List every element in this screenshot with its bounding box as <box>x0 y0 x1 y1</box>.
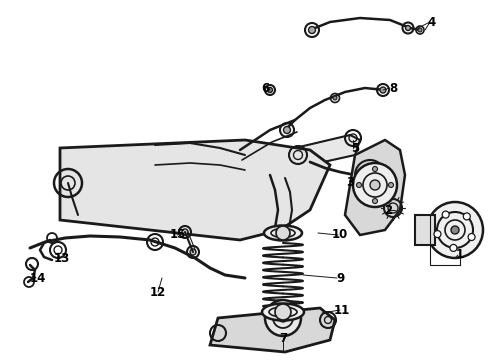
Text: 14: 14 <box>30 271 46 284</box>
Circle shape <box>353 163 397 207</box>
Circle shape <box>418 28 422 32</box>
Text: 8: 8 <box>389 81 397 94</box>
Circle shape <box>450 244 457 251</box>
Circle shape <box>265 300 301 336</box>
Text: 2: 2 <box>384 203 392 216</box>
Text: 12: 12 <box>150 285 166 298</box>
Ellipse shape <box>264 225 302 240</box>
Text: 11: 11 <box>334 303 350 316</box>
Polygon shape <box>210 308 335 352</box>
Circle shape <box>182 229 188 235</box>
Circle shape <box>268 87 272 93</box>
Text: 13: 13 <box>54 252 70 265</box>
Circle shape <box>370 180 380 190</box>
Text: 1: 1 <box>456 248 464 261</box>
Circle shape <box>389 183 393 188</box>
Text: 4: 4 <box>428 15 436 28</box>
Circle shape <box>427 202 483 258</box>
Circle shape <box>451 226 459 234</box>
Circle shape <box>372 166 377 171</box>
Circle shape <box>372 198 377 203</box>
Text: 7: 7 <box>279 332 287 345</box>
Text: 10: 10 <box>332 229 348 242</box>
Circle shape <box>442 211 449 218</box>
Circle shape <box>357 183 362 188</box>
Circle shape <box>276 226 290 240</box>
Circle shape <box>380 87 386 93</box>
Circle shape <box>309 27 316 33</box>
Text: 15: 15 <box>170 229 186 242</box>
Circle shape <box>284 126 291 134</box>
Circle shape <box>468 234 475 240</box>
Circle shape <box>463 213 470 220</box>
Text: 9: 9 <box>336 271 344 284</box>
Polygon shape <box>415 215 435 245</box>
Circle shape <box>406 26 411 31</box>
Polygon shape <box>60 140 330 240</box>
Text: 3: 3 <box>346 175 354 189</box>
Circle shape <box>434 230 441 238</box>
Circle shape <box>190 249 196 255</box>
Circle shape <box>279 314 287 322</box>
Circle shape <box>333 96 337 100</box>
Text: 6: 6 <box>261 81 269 94</box>
Polygon shape <box>295 135 360 165</box>
Ellipse shape <box>262 303 304 320</box>
Text: 5: 5 <box>351 141 359 154</box>
Polygon shape <box>345 140 405 235</box>
Circle shape <box>275 304 291 320</box>
